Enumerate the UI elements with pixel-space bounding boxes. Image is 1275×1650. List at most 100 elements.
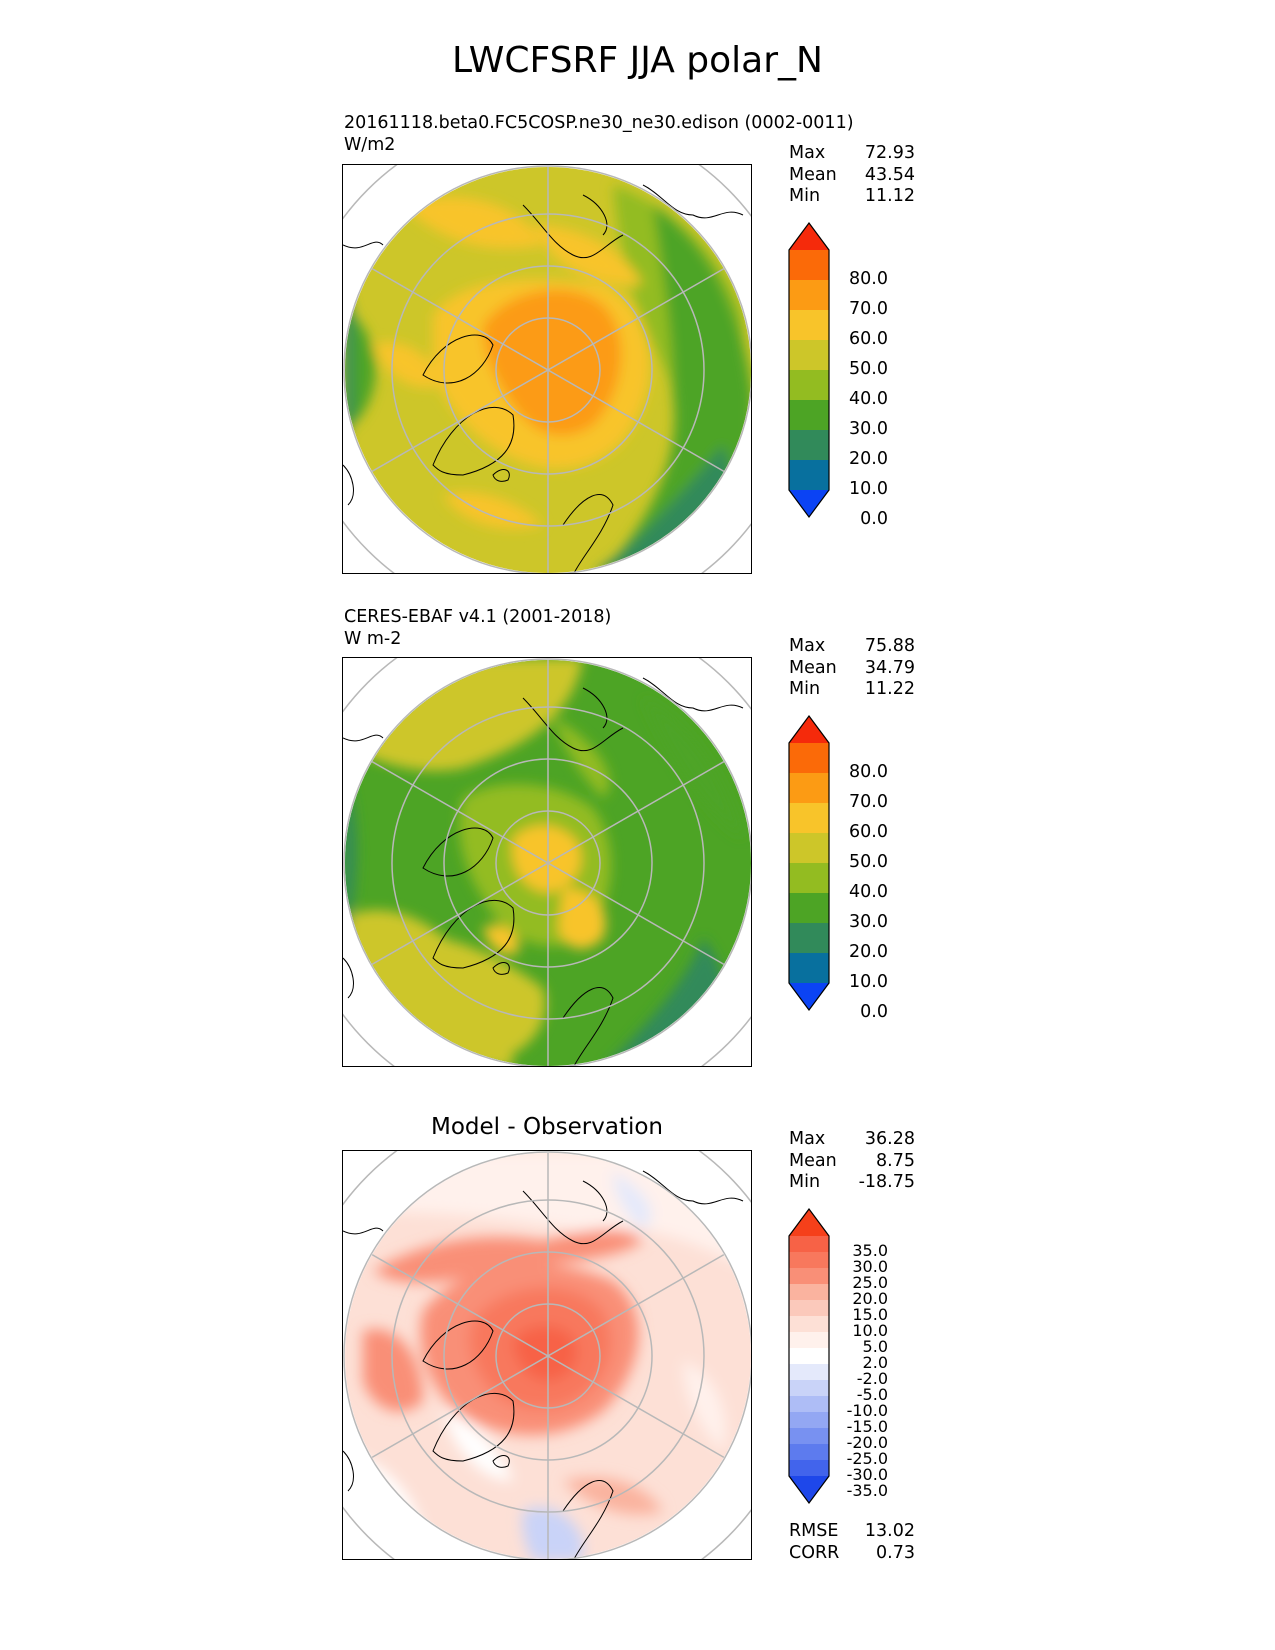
mean-value: 43.54 xyxy=(864,164,915,185)
panel2-title: CERES-EBAF v4.1 (2001-2018) xyxy=(344,607,612,627)
panel1-coastlines xyxy=(343,184,744,573)
colorbar-tick-label: 20.0 xyxy=(852,1289,888,1308)
min-label: Min xyxy=(789,679,821,699)
panel2-map xyxy=(342,657,752,1067)
colorbar-tick-label: 0.0 xyxy=(860,509,888,529)
colorbar-segment xyxy=(789,280,829,311)
max-label: Max xyxy=(789,143,826,163)
panel2-stats: Max 75.88 Mean 34.79 Min 11.22 xyxy=(789,636,915,701)
panel3-map xyxy=(342,1150,752,1560)
max-value: 36.28 xyxy=(864,1129,915,1149)
colorbar-tick-label: 10.0 xyxy=(849,972,888,992)
colorbar-segment xyxy=(789,1396,829,1413)
mean-label: Mean xyxy=(789,1150,837,1171)
rmse-value: 13.02 xyxy=(864,1521,915,1541)
rmse-label: RMSE xyxy=(789,1521,839,1541)
colorbar-tick-label: 30.0 xyxy=(849,419,888,439)
colorbar-tick-label: 80.0 xyxy=(849,269,888,289)
colorbar-tick-label: 35.0 xyxy=(852,1241,888,1260)
panel3-coastlines xyxy=(343,1170,744,1559)
mean-value: 8.75 xyxy=(876,1150,915,1171)
colorbar-segment xyxy=(789,1252,829,1269)
colorbar-segment xyxy=(789,310,829,341)
colorbar-segment xyxy=(789,803,829,834)
colorbar-segment xyxy=(789,743,829,774)
max-label: Max xyxy=(789,1129,826,1149)
panel1-colorbar xyxy=(788,222,830,518)
colorbar-segment xyxy=(789,1332,829,1349)
min-value: 11.12 xyxy=(864,186,915,206)
panel1-map xyxy=(342,164,752,574)
corr-value: 0.73 xyxy=(876,1542,915,1563)
mean-label: Mean xyxy=(789,657,837,678)
colorbar-segment xyxy=(789,460,829,491)
colorbar-segment xyxy=(789,1300,829,1317)
figure-title: LWCFSRF JJA polar_N xyxy=(452,40,823,81)
mean-label: Mean xyxy=(789,164,837,185)
colorbar-segment xyxy=(789,923,829,954)
colorbar-tick-label: 60.0 xyxy=(849,822,888,842)
colorbar-segment xyxy=(789,400,829,431)
colorbar-segment xyxy=(789,773,829,804)
colorbar-segment xyxy=(789,1444,829,1461)
colorbar-tick-label: -20.0 xyxy=(846,1433,888,1452)
panel3-graticule xyxy=(370,1153,726,1559)
colorbar-tick-label: -15.0 xyxy=(846,1417,888,1436)
colorbar-tick-label: 20.0 xyxy=(849,942,888,962)
colorbar-tick-label: -2.0 xyxy=(856,1369,888,1388)
colorbar-segment xyxy=(789,1428,829,1445)
mean-value: 34.79 xyxy=(864,657,915,678)
colorbar-tick-label: 70.0 xyxy=(849,792,888,812)
panel2-coastlines xyxy=(343,677,744,1066)
colorbar-tick-label: 10.0 xyxy=(849,479,888,499)
min-label: Min xyxy=(789,186,821,206)
colorbar-tick-label: -10.0 xyxy=(846,1401,888,1420)
min-label: Min xyxy=(789,1172,821,1192)
colorbar-segment xyxy=(789,893,829,924)
min-value: -18.75 xyxy=(858,1172,915,1192)
colorbar-segment xyxy=(789,1364,829,1381)
colorbar-extend-max xyxy=(789,223,829,250)
colorbar-segment xyxy=(789,340,829,371)
min-value: 11.22 xyxy=(864,679,915,699)
panel2-units: W m-2 xyxy=(344,629,402,649)
colorbar-extend-max xyxy=(789,1209,829,1236)
colorbar-tick-label: 50.0 xyxy=(849,852,888,872)
colorbar-tick-label: 30.0 xyxy=(849,912,888,932)
colorbar-tick-label: 25.0 xyxy=(852,1273,888,1292)
panel1-title: 20161118.beta0.FC5COSP.ne30_ne30.edison … xyxy=(344,113,854,133)
colorbar-tick-label: -25.0 xyxy=(846,1449,888,1468)
colorbar-segment xyxy=(789,863,829,894)
panel3-title: Model - Observation xyxy=(430,1114,664,1140)
max-value: 72.93 xyxy=(864,143,915,163)
colorbar-segment xyxy=(789,370,829,401)
colorbar-outline xyxy=(788,715,830,1011)
colorbar-tick-label: 15.0 xyxy=(852,1305,888,1324)
colorbar-segment xyxy=(789,1380,829,1397)
colorbar-segment xyxy=(789,1316,829,1333)
colorbar-tick-label: 20.0 xyxy=(849,449,888,469)
panel3-stats: Max 36.28 Mean 8.75 Min -18.75 xyxy=(789,1129,915,1194)
colorbar-segment xyxy=(789,430,829,461)
colorbar-tick-label: 60.0 xyxy=(849,329,888,349)
colorbar-tick-label: -30.0 xyxy=(846,1465,888,1484)
colorbar-tick-label: -35.0 xyxy=(846,1481,888,1500)
colorbar-segment xyxy=(789,1268,829,1285)
colorbar-tick-label: 40.0 xyxy=(849,389,888,409)
panel3-metrics: RMSE 13.02 CORR 0.73 xyxy=(789,1521,915,1564)
colorbar-segment xyxy=(789,1236,829,1253)
colorbar-tick-label: 30.0 xyxy=(852,1257,888,1276)
colorbar-outline xyxy=(788,222,830,518)
colorbar-segment xyxy=(789,833,829,864)
colorbar-extend-min xyxy=(789,983,829,1010)
max-value: 75.88 xyxy=(864,636,915,656)
corr-label: CORR xyxy=(789,1542,840,1563)
colorbar-tick-label: 70.0 xyxy=(849,299,888,319)
panel2-colorbar xyxy=(788,715,830,1011)
colorbar-tick-label: 80.0 xyxy=(849,762,888,782)
colorbar-tick-label: 0.0 xyxy=(860,1002,888,1022)
colorbar-outline xyxy=(788,1208,830,1504)
panel1-graticule xyxy=(345,167,751,573)
colorbar-extend-min xyxy=(789,490,829,517)
colorbar-segment xyxy=(789,1348,829,1365)
